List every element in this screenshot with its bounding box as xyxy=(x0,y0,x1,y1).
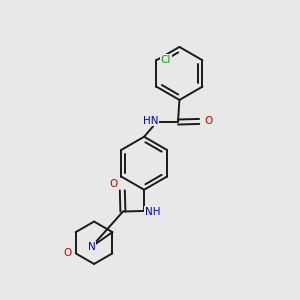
Text: HN: HN xyxy=(142,116,158,126)
Text: O: O xyxy=(63,248,72,258)
Text: Cl: Cl xyxy=(161,55,171,65)
Text: O: O xyxy=(110,179,118,190)
Text: NH: NH xyxy=(145,207,160,217)
Text: N: N xyxy=(88,242,95,252)
Text: O: O xyxy=(204,116,212,126)
